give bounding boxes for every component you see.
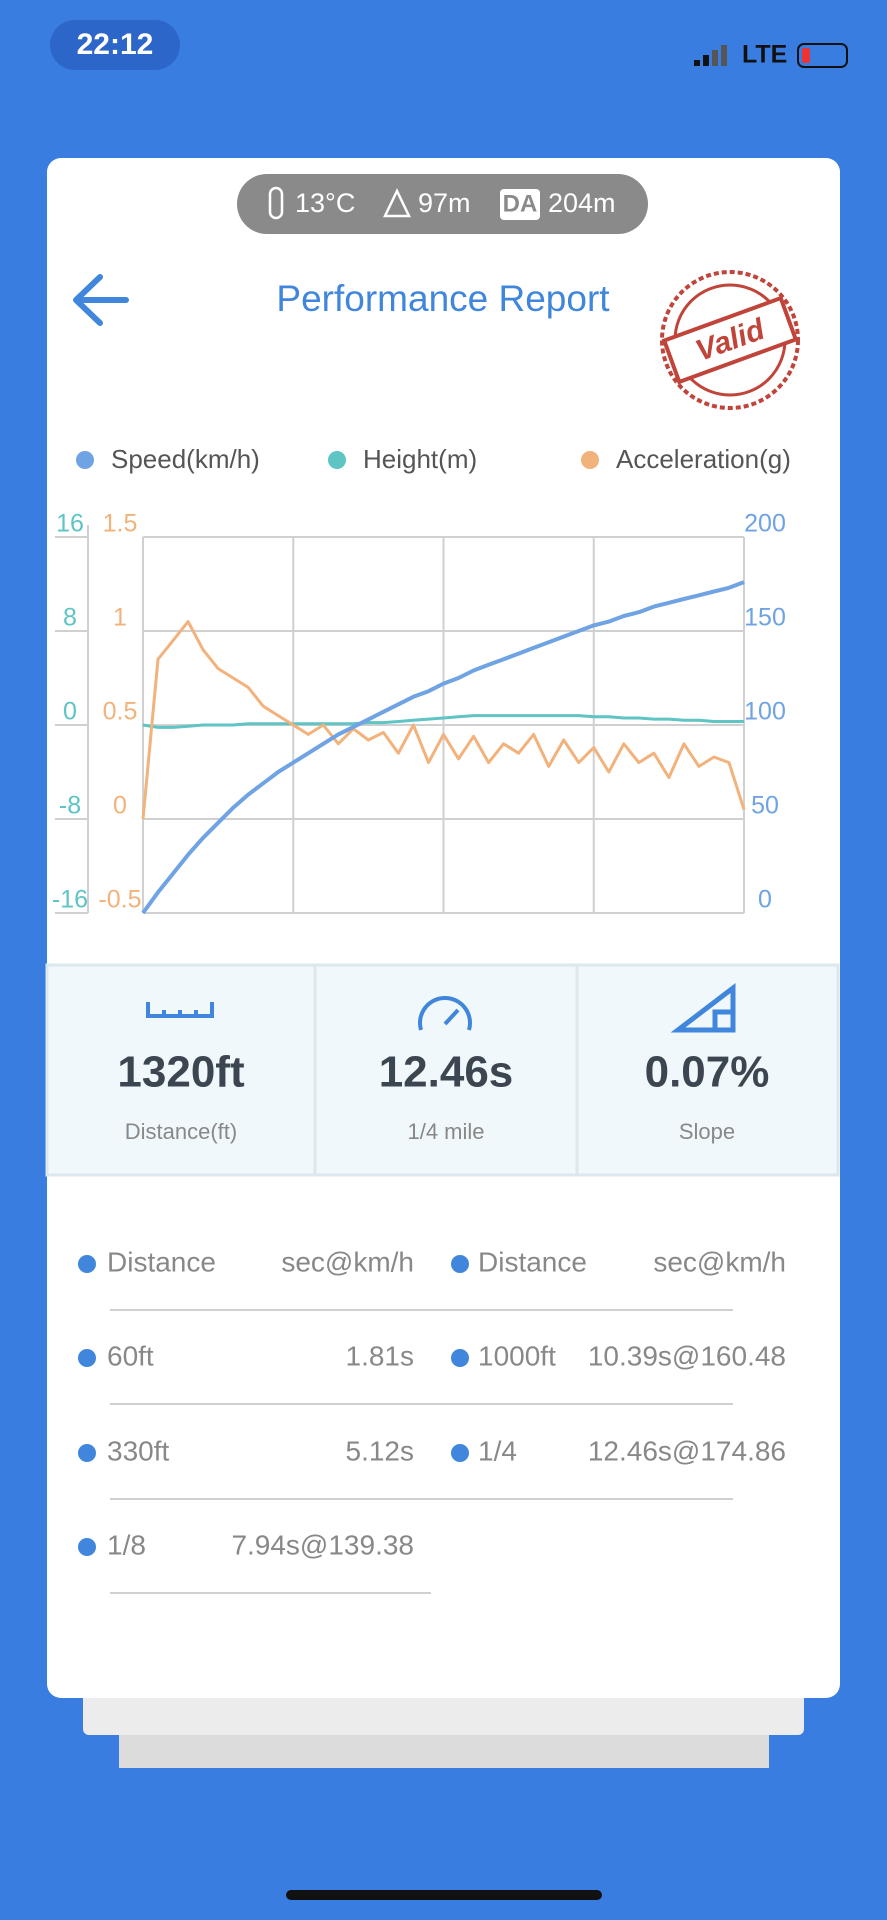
clock: 22:12: [77, 28, 154, 61]
y-tick-label: 200: [744, 510, 786, 538]
stat-value: 0.07%: [645, 1048, 770, 1097]
thermo-icon: [268, 186, 284, 220]
y-tick-label: 150: [744, 604, 786, 632]
stat-value: 1320ft: [117, 1048, 245, 1097]
page-title: Performance Report: [276, 278, 610, 319]
temperature: 13°C: [295, 188, 355, 218]
y-tick-label: 50: [751, 792, 779, 820]
legend-label: Height(m): [363, 444, 477, 474]
series-line: [141, 580, 745, 915]
da-badge: [500, 189, 540, 220]
table-label: 60ft: [107, 1340, 154, 1371]
bullet: [451, 1349, 469, 1367]
altitude: 97m: [418, 188, 471, 218]
network: LTE: [742, 41, 787, 69]
y-tick-label: 16: [56, 510, 84, 538]
y-tick-label: 1.5: [103, 510, 138, 538]
y-tick-label: 1: [113, 604, 127, 632]
bullet: [451, 1255, 469, 1273]
table-label: Distance: [478, 1246, 587, 1277]
battery-level: [802, 48, 810, 63]
table-value: 5.12s: [346, 1435, 415, 1466]
da-label: DA: [503, 190, 538, 217]
bullet: [78, 1444, 96, 1462]
y-tick-label: 0: [63, 698, 77, 726]
y-tick-label: -8: [59, 792, 81, 820]
table-label: Distance: [107, 1246, 216, 1277]
gauge-icon: [418, 996, 472, 1031]
bullet: [451, 1444, 469, 1462]
gauge-needle: [443, 1008, 460, 1026]
mountain-icon: [383, 188, 411, 218]
stat-label: Slope: [679, 1119, 735, 1144]
table-value: sec@km/h: [653, 1246, 786, 1277]
back-button[interactable]: [73, 274, 129, 326]
table-label: 1/8: [107, 1529, 146, 1560]
slope-icon: [670, 982, 736, 1033]
table-label: 1/4: [478, 1435, 517, 1466]
table-label: 1000ft: [478, 1340, 556, 1371]
stat-label: Distance(ft): [125, 1119, 237, 1144]
y-tick-label: -16: [52, 886, 88, 914]
card-shadow: [83, 1690, 804, 1735]
legend-dot: [581, 451, 599, 469]
y-tick-label: 8: [63, 604, 77, 632]
home-indicator: [286, 1890, 602, 1900]
battery: [797, 43, 848, 68]
ruler-icon: [146, 1002, 214, 1018]
bullet: [78, 1349, 96, 1367]
table-label: 330ft: [107, 1435, 169, 1466]
table-value: 7.94s@139.38: [231, 1529, 414, 1560]
time-pill: [50, 20, 180, 70]
table-value: sec@km/h: [281, 1246, 414, 1277]
conditions-pill: [237, 174, 648, 234]
legend-label: Speed(km/h): [111, 444, 260, 474]
series-line: [142, 714, 744, 729]
legend-dot: [328, 451, 346, 469]
table-value: 1.81s: [346, 1340, 415, 1371]
y-tick-label: 0: [113, 792, 127, 820]
report-card: [47, 158, 840, 1698]
valid-stamp: Valid: [660, 270, 800, 410]
legend-dot: [76, 451, 94, 469]
y-tick-label: -0.5: [98, 886, 141, 914]
table-value: 12.46s@174.86: [588, 1435, 786, 1466]
table-value: 10.39s@160.48: [588, 1340, 786, 1371]
density-altitude: 204m: [548, 188, 616, 218]
stat-value: 12.46s: [379, 1048, 514, 1097]
legend-label: Acceleration(g): [616, 444, 791, 474]
signal: [694, 45, 727, 66]
stat-label: 1/4 mile: [407, 1119, 484, 1144]
y-tick-label: 0.5: [103, 698, 138, 726]
series-line: [141, 620, 746, 820]
bullet: [78, 1538, 96, 1556]
y-tick-label: 100: [744, 698, 786, 726]
y-tick-label: 0: [758, 886, 772, 914]
bullet: [78, 1255, 96, 1273]
